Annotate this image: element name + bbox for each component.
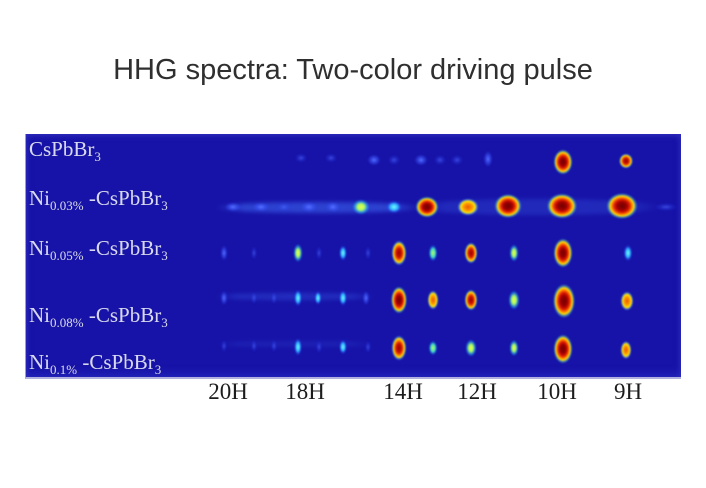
x-tick-12h: 12H	[457, 379, 497, 404]
spectral-peak	[620, 341, 632, 359]
spectral-peak	[508, 290, 520, 310]
spectral-peak	[553, 149, 573, 175]
spectral-peak	[391, 286, 407, 314]
row-label-ni-0-08-cspbbr3: Ni0.08% -CsPbBr3	[29, 303, 168, 330]
spectral-peak	[294, 338, 302, 356]
spectral-peak	[251, 246, 257, 260]
row-label-text: -CsPbBr	[83, 186, 162, 210]
row-label-subscript: 0.08%	[50, 315, 84, 330]
spectral-peak	[294, 289, 302, 307]
spectral-peak	[362, 291, 370, 305]
row-label-text: CsPbBr	[29, 137, 95, 161]
spectral-peak	[271, 340, 277, 352]
row-label-text: -CsPbBr	[83, 303, 162, 327]
spectral-peak	[606, 193, 638, 219]
spectral-peak	[391, 335, 407, 361]
spectral-peak	[619, 153, 633, 169]
row-label-ni-0-1-cspbbr3: Ni0.1% -CsPbBr3	[29, 350, 162, 377]
spectral-peak	[253, 202, 269, 212]
spectral-peak	[553, 238, 573, 268]
spectral-peak	[428, 244, 438, 262]
spectral-peak	[220, 291, 228, 305]
spectral-peak	[221, 340, 227, 352]
row-label-text: Ni	[29, 303, 50, 327]
row-label-text: Ni	[29, 350, 50, 374]
spectral-peak	[428, 340, 438, 356]
spectral-peak	[271, 292, 277, 304]
row-label-subscript: 3	[161, 315, 168, 330]
spectral-peak	[314, 291, 322, 305]
spectral-peak	[365, 246, 371, 260]
spectral-peak	[301, 202, 317, 212]
x-tick-9h: 9H	[613, 379, 643, 404]
spectral-peak	[427, 290, 439, 310]
spectral-peak	[391, 240, 407, 266]
spectral-peak	[339, 339, 347, 355]
spectral-peak	[655, 203, 677, 211]
row-label-ni-0-03-cspbbr3: Ni0.03% -CsPbBr3	[29, 186, 168, 213]
row-label-subscript: 3	[161, 198, 168, 213]
spectral-peak	[509, 244, 519, 262]
spectral-peak	[251, 292, 257, 304]
spectral-peak	[352, 199, 370, 215]
spectral-peak	[295, 153, 307, 163]
x-tick-10h: 10H	[537, 379, 577, 404]
row-label-subscript: 0.1%	[50, 362, 78, 377]
spectral-peak	[220, 245, 228, 261]
spectral-peak	[494, 194, 522, 218]
spectral-peak	[277, 202, 291, 212]
spectral-peak	[553, 284, 575, 318]
spectral-peak	[483, 151, 493, 167]
spectral-peak	[365, 341, 371, 353]
spectral-peak	[509, 340, 519, 356]
spectral-peak	[251, 340, 257, 352]
spectral-peak	[414, 154, 428, 166]
row-label-subscript: 0.05%	[50, 248, 84, 263]
row-label-subscript: 3	[161, 248, 168, 263]
spectral-peak	[316, 341, 322, 353]
spectral-peak	[434, 155, 446, 165]
row-label-subscript: 3	[94, 149, 101, 164]
spectral-peak	[325, 153, 337, 163]
spectral-peak	[225, 202, 241, 212]
row-label-cspbbr3: CsPbBr3	[29, 137, 101, 164]
x-tick-20h: 20H	[208, 379, 248, 404]
row-label-text: -CsPbBr	[77, 350, 155, 374]
spectral-peak	[553, 334, 573, 364]
spectral-peak	[339, 290, 347, 306]
spectral-peak	[457, 198, 479, 216]
spectral-peak	[620, 291, 634, 311]
slide-title: HHG spectra: Two-color driving pulse	[113, 54, 593, 86]
x-axis: 20H 18H 14H 12H 10H 9H	[25, 379, 680, 409]
spectral-peak	[386, 200, 402, 214]
spectral-peak	[388, 155, 400, 165]
spectral-peak	[547, 193, 577, 219]
spectral-peak	[465, 339, 477, 357]
row-label-text: Ni	[29, 236, 50, 260]
hhg-spectra-heatmap: CsPbBr3 Ni0.03% -CsPbBr3 Ni0.05% -CsPbBr3 N…	[25, 134, 681, 379]
spectral-peak	[293, 244, 303, 262]
spectral-peak	[326, 202, 340, 212]
row-label-text: -CsPbBr	[83, 236, 162, 260]
spectral-peak	[623, 244, 633, 262]
spectral-peak	[415, 196, 439, 218]
spectral-peak	[451, 155, 463, 165]
spectral-peak	[367, 154, 381, 166]
spectral-peak	[464, 289, 478, 311]
row-label-subscript: 0.03%	[50, 198, 84, 213]
row-label-text: Ni	[29, 186, 50, 210]
x-tick-18h: 18H	[285, 379, 325, 404]
row-label-subscript: 3	[154, 362, 162, 377]
x-tick-14h: 14H	[383, 379, 423, 404]
spectral-peak	[464, 242, 478, 264]
spectral-peak	[339, 245, 347, 261]
row-label-ni-0-05-cspbbr3: Ni0.05% -CsPbBr3	[29, 236, 168, 263]
spectral-peak	[316, 246, 322, 260]
spectral-streak	[214, 201, 422, 213]
